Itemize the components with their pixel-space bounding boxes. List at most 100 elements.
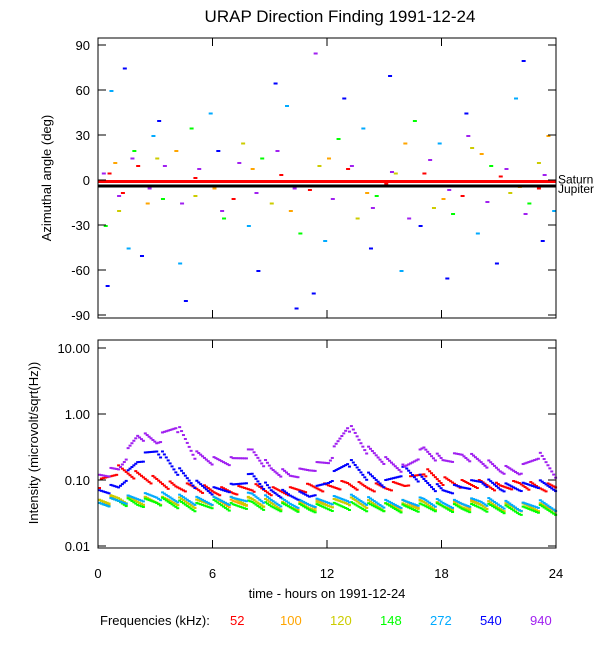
intensity-point-120 bbox=[368, 500, 372, 503]
intensity-point-148 bbox=[422, 504, 426, 507]
intensity-point-148 bbox=[235, 504, 239, 507]
intensity-point-120 bbox=[418, 499, 422, 502]
intensity-point-272 bbox=[109, 497, 113, 500]
intensity-point-272 bbox=[201, 498, 205, 501]
intensity-point-540 bbox=[300, 491, 304, 494]
intensity-point-540 bbox=[283, 490, 287, 493]
intensity-point-148 bbox=[145, 498, 149, 501]
intensity-point-148 bbox=[321, 505, 325, 508]
intensity-point-540 bbox=[420, 475, 424, 478]
intensity-point-148 bbox=[298, 502, 302, 505]
intensity-point-120 bbox=[235, 498, 239, 501]
intensity-point-940 bbox=[264, 459, 268, 462]
intensity-point-148 bbox=[435, 502, 439, 505]
intensity-point-120 bbox=[189, 504, 193, 507]
top-ytick-label: 90 bbox=[76, 38, 90, 53]
azimuth-point-272 bbox=[437, 142, 442, 145]
intensity-point-120 bbox=[283, 502, 287, 505]
intensity-point-540 bbox=[141, 460, 145, 463]
intensity-point-52 bbox=[277, 489, 281, 492]
azimuth-point-940 bbox=[313, 52, 318, 55]
intensity-point-100 bbox=[548, 507, 552, 510]
intensity-point-272 bbox=[141, 500, 145, 503]
intensity-point-148 bbox=[491, 505, 495, 508]
intensity-point-540 bbox=[468, 487, 472, 490]
intensity-point-940 bbox=[393, 465, 397, 468]
intensity-point-120 bbox=[416, 507, 420, 510]
intensity-point-272 bbox=[243, 499, 247, 502]
intensity-point-940 bbox=[229, 456, 233, 459]
intensity-point-52 bbox=[424, 475, 428, 478]
intensity-point-52 bbox=[311, 485, 315, 488]
intensity-point-272 bbox=[220, 499, 224, 502]
intensity-point-52 bbox=[521, 484, 525, 487]
intensity-point-940 bbox=[441, 459, 445, 462]
intensity-point-540 bbox=[327, 482, 330, 484]
intensity-point-540 bbox=[475, 480, 479, 483]
intensity-point-940 bbox=[321, 461, 325, 464]
intensity-point-540 bbox=[529, 484, 533, 487]
intensity-point-940 bbox=[317, 461, 321, 464]
intensity-point-540 bbox=[451, 492, 455, 495]
intensity-point-272 bbox=[479, 500, 483, 503]
legend-entry-940: 940 bbox=[530, 613, 552, 628]
intensity-point-272 bbox=[206, 501, 210, 504]
intensity-point-120 bbox=[134, 499, 138, 502]
intensity-point-52 bbox=[286, 494, 290, 497]
intensity-point-540 bbox=[483, 484, 487, 487]
azimuth-point-540 bbox=[342, 97, 347, 100]
intensity-point-272 bbox=[346, 500, 350, 503]
intensity-point-272 bbox=[239, 498, 243, 501]
intensity-point-940 bbox=[368, 447, 372, 450]
intensity-point-52 bbox=[122, 469, 126, 472]
intensity-point-540 bbox=[512, 486, 516, 489]
intensity-point-148 bbox=[384, 502, 388, 505]
intensity-point-148 bbox=[139, 505, 143, 508]
intensity-point-940 bbox=[139, 438, 143, 441]
intensity-point-940 bbox=[477, 459, 481, 462]
intensity-point-52 bbox=[494, 481, 498, 484]
intensity-point-540 bbox=[212, 486, 216, 489]
intensity-point-120 bbox=[399, 510, 403, 513]
intensity-point-272 bbox=[118, 500, 122, 503]
intensity-point-940 bbox=[363, 449, 367, 452]
intensity-point-148 bbox=[244, 507, 248, 510]
intensity-point-540 bbox=[330, 480, 334, 483]
intensity-point-148 bbox=[485, 510, 489, 513]
intensity-point-940 bbox=[202, 456, 206, 459]
azimuth-point-52 bbox=[384, 183, 389, 185]
intensity-point-272 bbox=[214, 496, 218, 499]
intensity-point-540 bbox=[264, 481, 268, 484]
intensity-point-52 bbox=[168, 480, 172, 483]
intensity-point-272 bbox=[533, 505, 537, 508]
intensity-point-148 bbox=[258, 506, 262, 509]
intensity-point-540 bbox=[399, 475, 403, 478]
intensity-point-52 bbox=[546, 482, 550, 485]
intensity-point-100 bbox=[397, 506, 401, 509]
intensity-point-148 bbox=[141, 505, 145, 508]
intensity-point-272 bbox=[290, 503, 294, 506]
intensity-point-272 bbox=[460, 502, 464, 505]
intensity-point-148 bbox=[277, 509, 281, 512]
intensity-point-940 bbox=[327, 462, 330, 465]
intensity-point-940 bbox=[506, 466, 510, 469]
intensity-point-52 bbox=[540, 488, 544, 491]
intensity-point-272 bbox=[452, 498, 456, 501]
intensity-point-272 bbox=[365, 503, 369, 506]
intensity-point-272 bbox=[134, 497, 138, 500]
intensity-point-272 bbox=[330, 503, 334, 506]
intensity-point-272 bbox=[418, 496, 422, 499]
intensity-point-940 bbox=[437, 454, 441, 457]
intensity-point-940 bbox=[493, 464, 497, 467]
intensity-point-148 bbox=[382, 510, 386, 513]
azimuth-point-540 bbox=[418, 225, 423, 227]
intensity-point-100 bbox=[550, 508, 554, 511]
intensity-point-940 bbox=[195, 450, 199, 453]
intensity-point-148 bbox=[525, 507, 529, 510]
intensity-point-52 bbox=[183, 490, 187, 493]
intensity-point-540 bbox=[391, 477, 395, 480]
intensity-point-540 bbox=[533, 485, 537, 488]
intensity-point-120 bbox=[340, 500, 344, 503]
intensity-point-272 bbox=[166, 495, 170, 498]
intensity-point-100 bbox=[223, 503, 227, 506]
